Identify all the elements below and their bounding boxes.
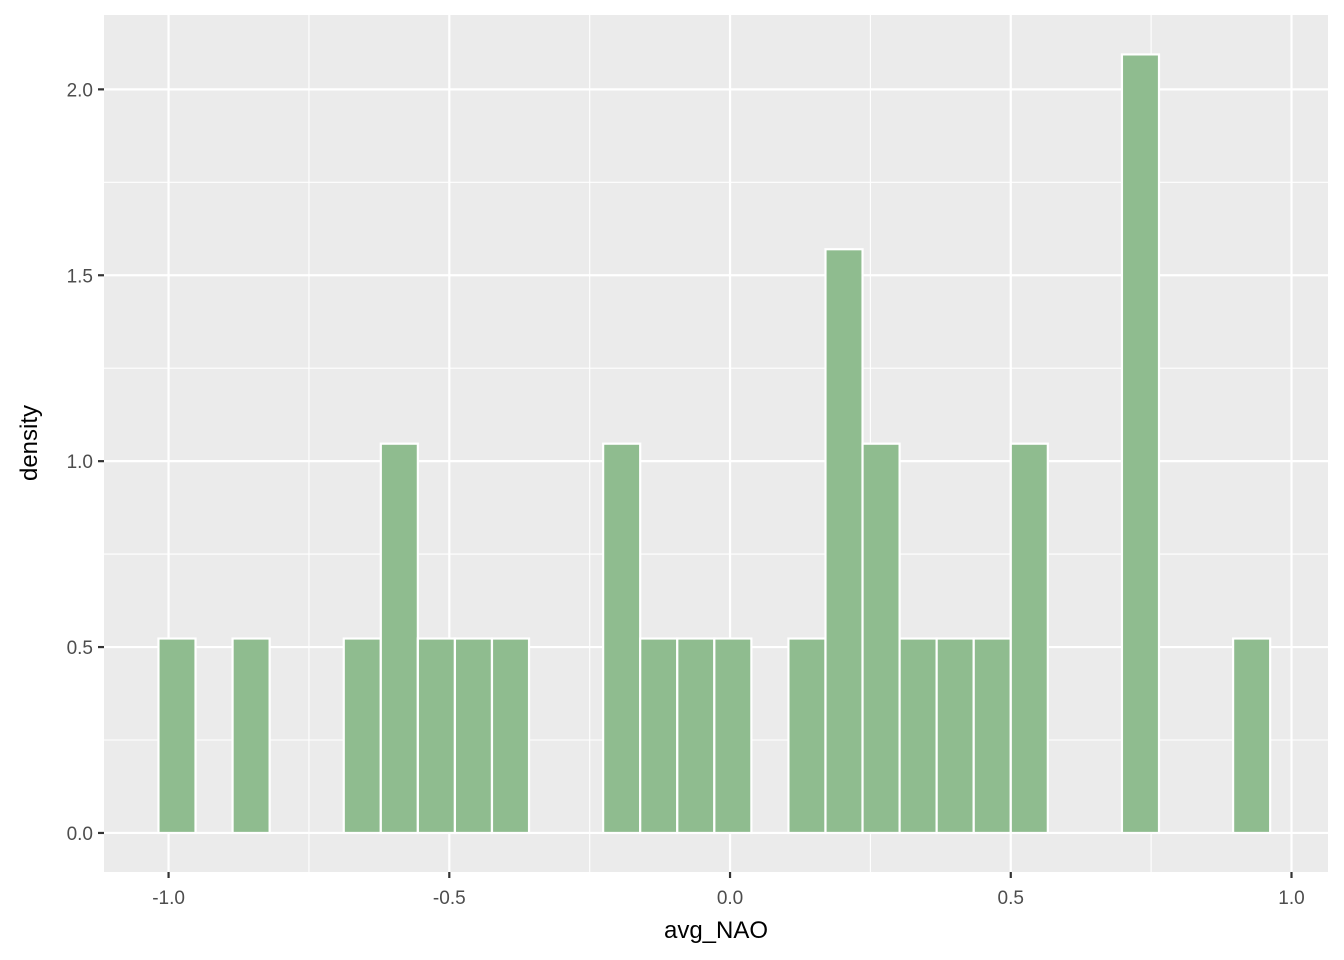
histogram-bar [1009,442,1049,835]
histogram-bar [935,637,975,835]
histogram-bars [157,53,1272,835]
x-axis-ticks: -1.0 -0.5 0.0 0.5 1.0 [152,872,1305,909]
histogram-bar [231,637,271,835]
histogram-bar [824,248,864,835]
y-axis-ticks: 0.0 0.5 1.0 1.5 2.0 [67,80,104,845]
histogram-bar [639,637,679,835]
y-tick-label: 0.5 [67,638,93,659]
y-tick-label: 2.0 [67,80,93,101]
histogram-bar [1232,637,1272,835]
x-axis-title: avg_NAO [664,917,768,944]
histogram-bar [713,637,753,835]
y-tick-label: 0.0 [67,824,93,845]
x-tick-label: 0.5 [998,888,1024,909]
x-tick-label: 1.0 [1278,888,1304,909]
histogram-bar [861,442,901,835]
histogram-bar [972,637,1012,835]
x-tick-label: -0.5 [433,888,466,909]
histogram-bar [453,637,494,835]
histogram-bar [379,442,419,835]
y-tick-label: 1.5 [67,266,93,287]
y-axis-title: density [16,405,43,481]
x-tick-label: 0.0 [717,888,743,909]
histogram-bar [676,637,716,835]
histogram-bar [898,637,938,835]
histogram-bar [490,637,531,835]
y-tick-label: 1.0 [67,452,93,473]
x-tick-label: -1.0 [152,888,185,909]
histogram-bar [602,442,642,835]
histogram-bar [787,637,827,835]
histogram-bar [416,637,457,835]
histogram-bar [1120,53,1161,835]
histogram-bar [157,637,197,835]
histogram-bar [342,637,382,835]
